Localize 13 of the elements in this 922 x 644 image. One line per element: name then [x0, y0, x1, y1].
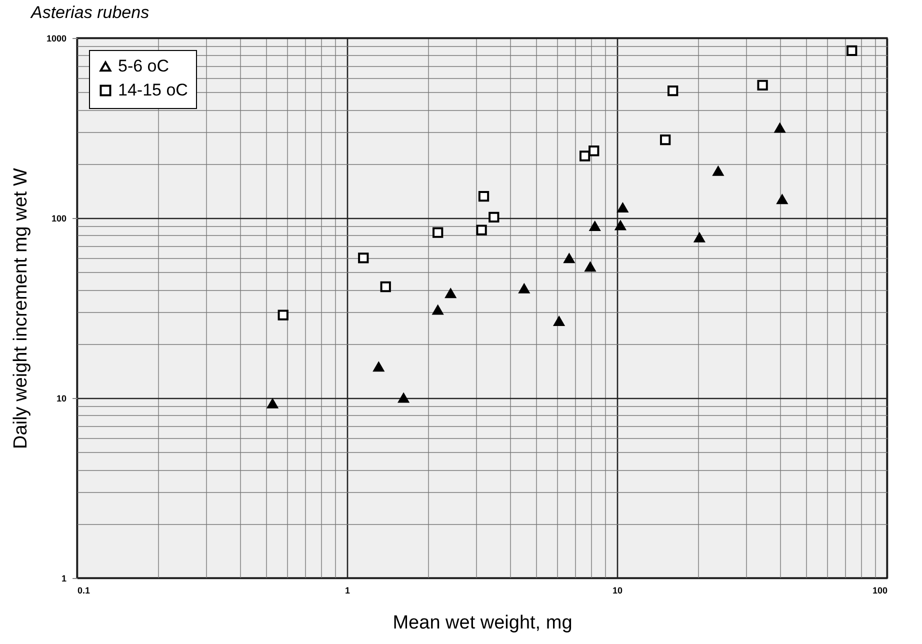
legend-label: 5-6 oC	[118, 56, 170, 76]
y-tick-label: 100	[51, 214, 66, 224]
x-tick-label: 100	[872, 586, 888, 596]
x-tick-label: 10	[612, 586, 623, 596]
chart-title: Asterias rubens	[30, 3, 150, 22]
y-tick-label: 1	[61, 574, 66, 584]
y-axis-title: Daily weight increment mg wet W	[10, 168, 32, 449]
y-tick-label: 1000	[46, 34, 66, 44]
x-tick-label: 1	[344, 586, 350, 596]
legend-label: 14-15 oC	[118, 80, 188, 100]
x-axis-title: Mean wet weight, mg	[392, 612, 572, 634]
x-tick-label: 0.1	[78, 586, 90, 596]
y-tick-label: 10	[56, 394, 66, 404]
